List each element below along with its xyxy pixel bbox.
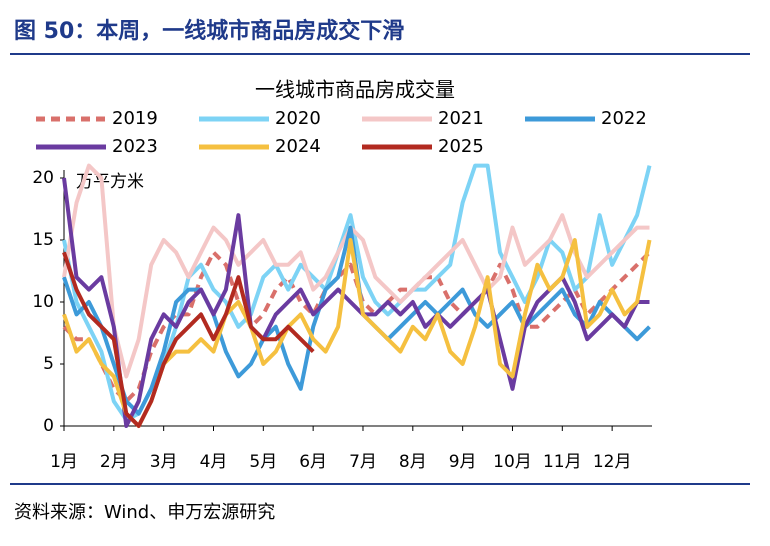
y-tick-label: 0 [43,416,54,436]
series-line [62,163,650,379]
legend-label: 2025 [438,136,484,157]
legend-label: 2024 [275,136,321,157]
x-tick-label: 9月 [449,452,477,472]
x-tick-label: 10月 [493,452,532,472]
x-tick-label: 12月 [593,452,632,472]
x-tick-label: 1月 [50,452,78,472]
y-tick-label: 10 [32,292,54,312]
header-title: 图 50：本周，一线城市商品房成交下滑 [14,18,404,44]
y-unit: 万平方米 [76,172,144,192]
y-tick-label: 20 [32,168,54,188]
x-tick-label: 2月 [100,452,128,472]
legend-label: 2020 [275,108,321,129]
x-tick-label: 5月 [249,452,277,472]
series-line [62,251,315,428]
x-tick-label: 7月 [349,452,377,472]
x-tick-label: 11月 [543,452,582,472]
legend-label: 2022 [601,108,647,129]
x-tick-label: 8月 [399,452,427,472]
y-tick-label: 5 [43,354,54,374]
x-tick-label: 3月 [150,452,178,472]
legend-label: 2021 [438,108,484,129]
legend-label: 2023 [112,136,158,157]
x-tick-label: 4月 [200,452,228,472]
x-tick-label: 6月 [299,452,327,472]
y-tick-label: 15 [32,230,54,250]
chart-title: 一线城市商品房成交量 [255,78,455,102]
legend-label: 2019 [112,108,158,129]
source: 资料来源：Wind、申万宏源研究 [14,502,275,523]
